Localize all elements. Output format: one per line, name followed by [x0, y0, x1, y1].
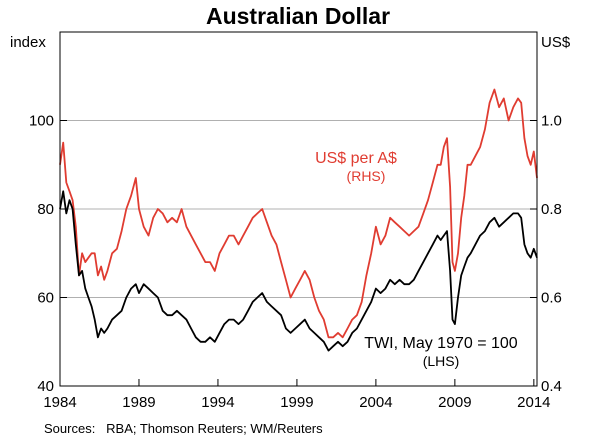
- right-tick-label: 1.0: [541, 113, 562, 130]
- left-tick-label: 60: [37, 290, 54, 307]
- usd-series-label: US$ per A$: [315, 150, 397, 167]
- gridlines: [60, 120, 537, 298]
- right-tick-label: 0.8: [541, 201, 562, 218]
- source-note: Sources: RBA; Thomson Reuters; WM/Reuter…: [44, 421, 323, 436]
- left-tick-label: 40: [37, 378, 54, 395]
- left-tick-label: 100: [29, 113, 54, 130]
- usd-per-aud-line: [59, 88, 538, 339]
- x-tick-label: 2014: [517, 394, 550, 411]
- x-tick-label: 2009: [438, 394, 471, 411]
- usd-series-axis-note: (RHS): [347, 168, 386, 184]
- x-tick-label: 1984: [43, 394, 76, 411]
- series-lines: [59, 88, 538, 352]
- twi-series-axis-note: (LHS): [423, 353, 460, 369]
- left-axis-unit: index: [10, 34, 46, 51]
- right-axis-unit: US$: [541, 34, 571, 51]
- x-tick-label: 2004: [359, 394, 392, 411]
- right-tick-label: 0.4: [541, 378, 562, 395]
- x-tick-label: 1989: [122, 394, 155, 411]
- axis-ticks: 40 60 80 100 0.4 0.6 0.8 1.0 1984 1989 1994 1999 200…: [29, 113, 562, 412]
- right-tick-label: 0.6: [541, 290, 562, 307]
- twi-line: [59, 190, 538, 352]
- twi-series-label: TWI, May 1970 = 100: [364, 335, 518, 352]
- x-tick-label: 1999: [280, 394, 313, 411]
- chart-title: Australian Dollar: [206, 3, 390, 29]
- left-tick-label: 80: [37, 201, 54, 218]
- x-tick-label: 1994: [201, 394, 234, 411]
